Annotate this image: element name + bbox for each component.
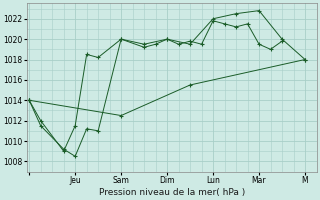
X-axis label: Pression niveau de la mer( hPa ): Pression niveau de la mer( hPa ) xyxy=(99,188,245,197)
